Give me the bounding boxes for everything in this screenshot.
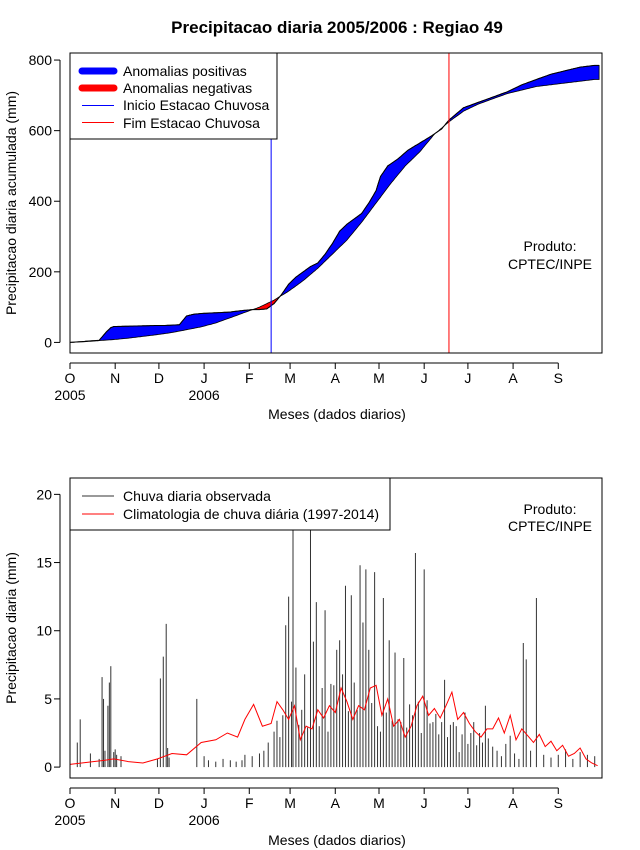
x-tick-label: N <box>110 370 120 386</box>
negative-anomaly-area <box>252 296 281 311</box>
x-tick-label: O <box>65 795 76 811</box>
x-tick-label: J <box>201 370 208 386</box>
legend-label-climatology: Climatologia de chuva diária (1997-2014) <box>123 506 379 522</box>
daily-chart: 0 5 10 15 20 O N D J F M A M J J A S 2005 2006 Meses (dad… <box>3 477 603 848</box>
legend-label-end: Fim Estacao Chuvosa <box>123 115 260 131</box>
x-tick-label: A <box>331 370 341 386</box>
cumulative-chart: 0 200 400 600 800 O N D J F M A M J J A S 2005 2006 Meses… <box>3 52 603 422</box>
year-label: 2005 <box>54 812 85 828</box>
legend-box <box>69 52 278 140</box>
year-label: 2006 <box>189 387 220 403</box>
x-tick-label: J <box>464 795 471 811</box>
x-tick-label: J <box>201 795 208 811</box>
product-note-line-2: CPTEC/INPE <box>508 518 592 534</box>
x-axis: O N D J F M A M J J A S 2005 2006 <box>54 362 563 403</box>
x-tick-label: J <box>421 370 428 386</box>
y-tick-label: 800 <box>29 52 53 68</box>
x-tick-label: J <box>464 370 471 386</box>
y-axis: 0 5 10 15 20 <box>36 486 61 775</box>
y-tick-label: 0 <box>44 334 52 350</box>
y-tick-label: 0 <box>44 759 52 775</box>
x-tick-label: D <box>154 370 164 386</box>
y-axis-label: Precipitacao diaria acumulada (mm) <box>3 91 19 315</box>
y-tick-label: 10 <box>36 623 52 639</box>
plot-frame <box>69 52 603 354</box>
legend: Anomalias positivas Anomalias negativas … <box>69 52 278 140</box>
x-axis: O N D J F M A M J J A S 2005 2006 <box>54 787 563 828</box>
y-axis-label: Precipitacao diaria (mm) <box>3 552 19 704</box>
y-tick-label: 200 <box>29 264 53 280</box>
climatology-line <box>69 684 598 767</box>
x-tick-label: A <box>508 795 518 811</box>
product-note-line-1: Produto: <box>524 238 577 254</box>
legend-label-negative: Anomalias negativas <box>123 80 252 96</box>
x-tick-label: J <box>421 795 428 811</box>
x-tick-label: M <box>373 370 385 386</box>
x-tick-label: D <box>154 795 164 811</box>
y-axis: 0 200 400 600 800 <box>29 52 61 350</box>
legend-label-observed: Chuva diaria observada <box>123 488 271 504</box>
y-tick-label: 5 <box>44 691 52 707</box>
observed-cumulative-line <box>69 64 600 343</box>
legend-box <box>69 477 391 531</box>
y-tick-label: 20 <box>36 486 52 502</box>
year-label: 2006 <box>189 812 220 828</box>
product-note-line-1: Produto: <box>524 501 577 517</box>
positive-anomaly-area <box>443 65 600 127</box>
x-tick-label: O <box>65 370 76 386</box>
x-tick-label: M <box>284 795 296 811</box>
x-tick-label: A <box>508 370 518 386</box>
x-tick-label: A <box>331 795 341 811</box>
legend: Chuva diaria observada Climatologia de c… <box>69 477 391 531</box>
x-axis-label: Meses (dados diarios) <box>268 832 406 848</box>
product-note-line-2: CPTEC/INPE <box>508 256 592 272</box>
x-tick-label: M <box>284 370 296 386</box>
legend-label-positive: Anomalias positivas <box>123 63 247 79</box>
year-label: 2005 <box>54 387 85 403</box>
legend-label-start: Inicio Estacao Chuvosa <box>123 97 270 113</box>
x-tick-label: F <box>245 795 254 811</box>
x-tick-label: F <box>245 370 254 386</box>
y-tick-label: 400 <box>29 193 53 209</box>
x-axis-label: Meses (dados diarios) <box>268 406 406 422</box>
x-tick-label: S <box>554 370 563 386</box>
chart-title: Precipitacao diaria 2005/2006 : Regiao 4… <box>171 18 503 37</box>
x-tick-label: N <box>110 795 120 811</box>
y-tick-label: 600 <box>29 123 53 139</box>
x-tick-label: M <box>373 795 385 811</box>
y-tick-label: 15 <box>36 555 52 571</box>
x-tick-label: S <box>554 795 563 811</box>
